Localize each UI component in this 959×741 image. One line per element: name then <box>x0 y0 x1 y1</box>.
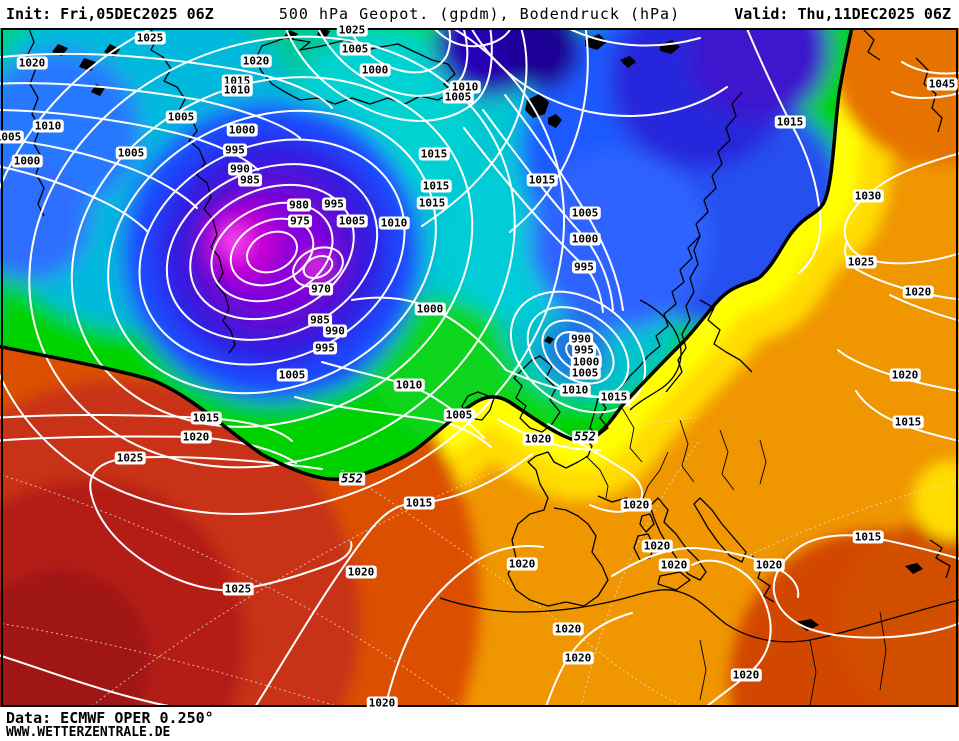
footer-bar: Data: ECMWF OPER 0.250° WWW.WETTERZENTRA… <box>0 707 959 741</box>
isobar-lines <box>0 28 959 707</box>
valid-time-label: Valid: Thu,11DEC2025 06Z <box>734 5 951 23</box>
islands <box>52 28 923 631</box>
map-canvas <box>0 28 959 707</box>
map-svg <box>0 28 959 707</box>
country-borders <box>585 407 887 707</box>
init-time-label: Init: Fri,05DEC2025 06Z <box>6 5 214 23</box>
website-label: WWW.WETTERZENTRALE.DE <box>6 725 171 740</box>
header-bar: Init: Fri,05DEC2025 06Z 500 hPa Geopot. … <box>0 0 959 28</box>
map-title: 500 hPa Geopot. (gpdm), Bodendruck (hPa) <box>278 5 681 23</box>
data-source-label: Data: ECMWF OPER 0.250° <box>6 709 214 727</box>
